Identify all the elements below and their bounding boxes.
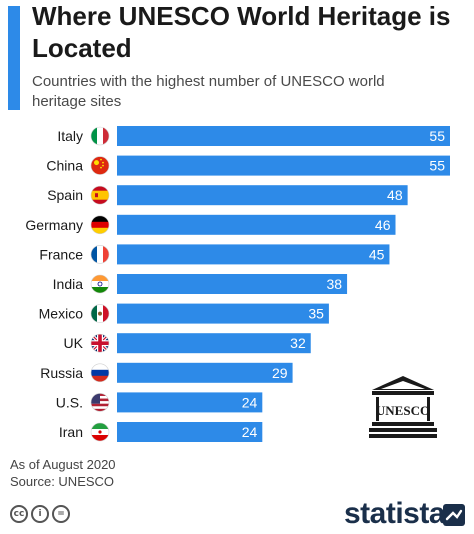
chart-title: Where UNESCO World Heritage is Located [32,1,451,63]
title-accent-bar [8,6,20,110]
category-label: Germany [25,217,83,233]
flag-italy-icon [90,126,110,146]
license-icons: cc i = [10,505,70,523]
category-label: France [39,246,83,262]
unesco-logo: UNESCO [369,376,437,438]
bar[interactable] [117,333,311,354]
bar-chart: Italy 55 China 55 Spain 48 Germany 46 France 45 In… [25,126,450,442]
category-label: UK [64,335,84,351]
chart-subtitle: Countries with the highest number of UNE… [32,73,385,110]
statista-logo[interactable]: statista [344,497,446,530]
cc-icon[interactable]: cc [10,505,28,523]
flag-china-icon [90,156,110,175]
flag-india-icon [90,274,110,294]
bar[interactable] [117,244,390,265]
category-label: Russia [40,365,83,381]
category-label: Italy [57,128,83,144]
bar-value-label: 45 [369,246,385,262]
by-icon[interactable]: i [31,505,49,523]
flag-us-icon [90,393,110,412]
flag-germany-icon [90,215,110,235]
flag-spain-icon [90,185,110,205]
category-label: China [46,158,83,174]
bar-value-label: 32 [290,335,306,351]
bar[interactable] [117,155,450,176]
bar-value-label: 38 [326,276,342,292]
category-label: U.S. [56,394,83,410]
bar-value-label: 46 [375,217,391,233]
bar[interactable] [117,126,450,146]
bar-value-label: 24 [242,394,258,410]
category-label: Iran [59,424,83,440]
bar[interactable] [117,392,263,413]
flag-mexico-icon [90,304,110,323]
bar[interactable] [117,303,329,324]
bar-value-label: 55 [429,128,445,144]
as-of-note: As of August 2020 [10,457,116,472]
bar[interactable] [117,422,263,442]
bar[interactable] [117,274,348,294]
flag-uk-icon [90,333,110,353]
flag-iran-icon [90,422,110,442]
statista-mark-icon [443,504,465,526]
source-note: Source: UNESCO [10,474,115,489]
bar[interactable] [117,362,293,383]
bar[interactable] [117,185,408,206]
category-label: Mexico [39,306,84,322]
category-label: India [53,276,84,292]
bar-value-label: 55 [429,158,445,174]
category-label: Spain [47,187,83,203]
unesco-logo-text: UNESCO [376,403,430,418]
flag-russia-icon [90,363,110,383]
bar-value-label: 48 [387,187,403,203]
flag-france-icon [90,245,110,264]
bar-value-label: 35 [308,306,324,322]
nd-icon[interactable]: = [52,505,70,523]
bar-value-label: 24 [242,424,258,440]
bar-value-label: 29 [272,365,288,381]
bar[interactable] [117,214,396,235]
